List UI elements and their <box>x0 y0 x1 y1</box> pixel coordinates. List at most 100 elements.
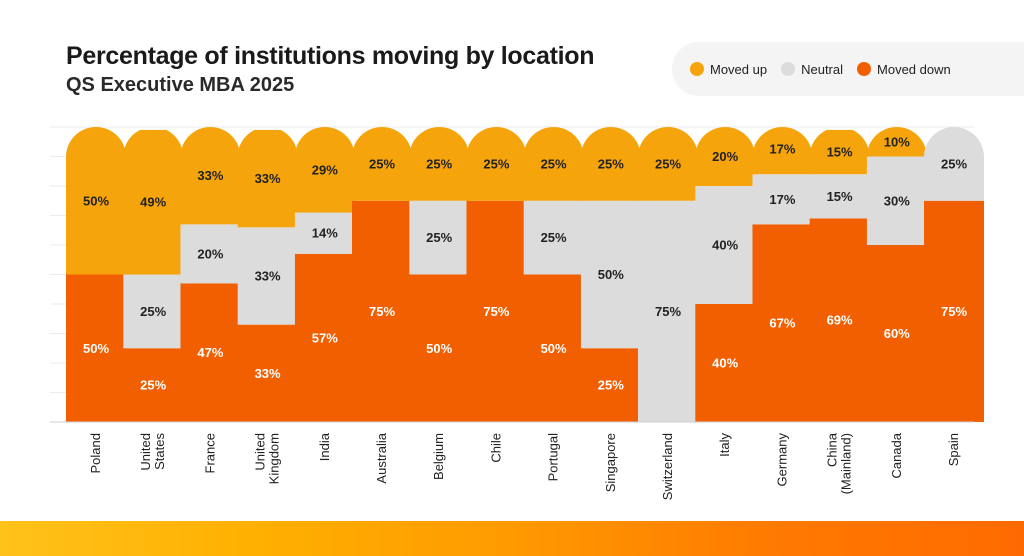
bar-neutral-china-mainland <box>809 174 870 219</box>
data-label-moved-up-united-kingdom: 33% <box>255 171 281 186</box>
data-label-neutral-spain: 25% <box>941 156 967 171</box>
data-label-moved-up-poland: 50% <box>83 193 109 208</box>
bar-moved-up-belgium <box>409 127 470 201</box>
bar-moved-down-france <box>180 283 241 422</box>
bar-moved-down-belgium <box>409 274 470 422</box>
legend-label-moved-up: Moved up <box>710 61 768 77</box>
tick-label-united-kingdom: Kingdom <box>267 433 282 484</box>
data-label-neutral-canada: 30% <box>884 193 910 208</box>
bar-moved-down-italy <box>695 304 756 422</box>
tick-label-canada: Canada <box>889 432 904 478</box>
data-label-moved-up-germany: 17% <box>769 142 795 157</box>
tick-label-spain: Spain <box>946 433 961 466</box>
legend-swatch-moved-up <box>690 62 704 76</box>
data-label-moved-up-australia: 25% <box>369 156 395 171</box>
bar-moved-down-china-mainland <box>809 218 870 422</box>
tick-label-australia: Australia <box>374 432 389 483</box>
data-label-moved-down-poland: 50% <box>83 341 109 356</box>
data-label-moved-down-chile: 75% <box>483 304 509 319</box>
bar-neutral-united-kingdom <box>237 227 298 325</box>
bar-moved-down-united-states <box>123 348 184 422</box>
tick-label-chile: Chile <box>488 433 503 463</box>
data-label-moved-down-china-mainland: 69% <box>827 313 853 328</box>
bar-group-united-kingdom: 33% 33% 33% United Kingdom <box>237 129 298 484</box>
bar-moved-down-chile <box>466 200 527 422</box>
bar-moved-up-poland <box>66 127 126 275</box>
legend: Moved up Neutral Moved down <box>672 42 1024 96</box>
bar-group-france: 47% 20% 33% France <box>180 127 241 473</box>
bar-moved-up-united-states <box>123 129 184 275</box>
data-label-moved-up-chile: 25% <box>483 156 509 171</box>
bar-neutral-canada <box>866 156 927 245</box>
data-label-moved-down-singapore: 25% <box>598 378 624 393</box>
bar-moved-down-poland <box>66 274 126 422</box>
tick-label-portugal: Portugal <box>546 433 561 482</box>
data-label-moved-down-united-kingdom: 33% <box>255 366 281 381</box>
tick-label-china-mainland: China <box>825 432 840 467</box>
data-label-moved-up-united-states: 49% <box>140 195 166 210</box>
chart-title: Percentage of institutions moving by loc… <box>66 42 595 70</box>
bar-group-germany: 67% 17% 17% Germany <box>752 127 813 486</box>
bar-neutral-belgium <box>409 200 470 275</box>
data-label-neutral-united-states: 25% <box>140 304 166 319</box>
tick-label-united-kingdom: United <box>253 433 268 471</box>
bar-neutral-united-states <box>123 274 184 349</box>
bar-moved-down-australia <box>352 200 412 422</box>
legend-swatch-moved-down <box>857 62 872 76</box>
bar-moved-up-australia <box>352 127 412 201</box>
bar-moved-up-singapore <box>580 127 641 201</box>
data-label-moved-up-switzerland: 25% <box>655 156 681 171</box>
data-label-moved-down-france: 47% <box>197 345 223 360</box>
chart-subtitle: QS Executive MBA 2025 <box>66 74 295 96</box>
data-label-moved-up-italy: 20% <box>712 149 738 164</box>
bar-neutral-spain <box>924 127 984 201</box>
legend-label-moved-down: Moved down <box>877 61 951 77</box>
legend-label-neutral: Neutral <box>801 61 844 77</box>
bar-moved-down-spain <box>924 200 984 422</box>
footer-decoration <box>0 521 1024 556</box>
bar-neutral-germany <box>752 174 813 225</box>
data-label-neutral-china-mainland: 15% <box>827 189 853 204</box>
bar-moved-up-chile <box>466 127 527 201</box>
data-label-neutral-france: 20% <box>197 246 223 261</box>
bar-moved-down-germany <box>752 224 813 422</box>
bar-group-india: 57% 14% 29% India <box>294 127 355 461</box>
data-label-moved-up-france: 33% <box>197 168 223 183</box>
bar-neutral-france <box>180 224 241 284</box>
bar-moved-up-china-mainland <box>809 129 870 175</box>
data-label-neutral-united-kingdom: 33% <box>255 268 281 283</box>
data-label-moved-up-china-mainland: 15% <box>827 145 853 160</box>
tick-label-belgium: Belgium <box>431 433 446 480</box>
bar-moved-up-portugal <box>523 127 584 201</box>
bar-neutral-india <box>294 212 355 254</box>
bar-group-switzerland: 75% 25% Switzerland <box>638 127 698 500</box>
bar-moved-down-canada <box>866 245 927 422</box>
tick-label-china-mainland: (Mainland) <box>839 433 854 494</box>
bar-neutral-italy <box>695 186 756 304</box>
bar-group-portugal: 50% 25% 25% Portugal <box>523 127 584 482</box>
bar-neutral-singapore <box>580 200 641 349</box>
legend-swatch-neutral <box>781 62 796 76</box>
bar-moved-down-portugal <box>523 274 584 422</box>
data-label-moved-up-india: 29% <box>312 162 338 177</box>
bar-group-singapore: 25% 50% 25% Singapore <box>580 127 641 492</box>
bar-moved-up-germany <box>752 127 813 175</box>
tick-label-poland: Poland <box>88 433 103 473</box>
bar-group-china-mainland: 69% 15% 15% China (Mainland) <box>809 129 870 494</box>
bar-group-canada: 60% 30% 10% Canada <box>866 127 927 479</box>
data-label-moved-down-australia: 75% <box>369 304 395 319</box>
data-label-moved-up-belgium: 25% <box>426 156 452 171</box>
tick-label-switzerland: Switzerland <box>660 433 675 500</box>
data-label-moved-down-united-states: 25% <box>140 378 166 393</box>
bar-group-belgium: 50% 25% 25% Belgium <box>409 127 470 480</box>
data-label-moved-down-portugal: 50% <box>541 341 567 356</box>
legend-item-moved-down: Moved down <box>857 62 951 77</box>
data-label-moved-down-germany: 67% <box>769 316 795 331</box>
data-label-moved-down-italy: 40% <box>712 356 738 371</box>
tick-label-united-states: United <box>138 433 153 471</box>
data-label-moved-up-canada: 10% <box>884 134 910 149</box>
bar-moved-up-italy <box>695 127 756 186</box>
data-label-neutral-germany: 17% <box>769 192 795 207</box>
bar-moved-up-switzerland <box>638 127 698 201</box>
